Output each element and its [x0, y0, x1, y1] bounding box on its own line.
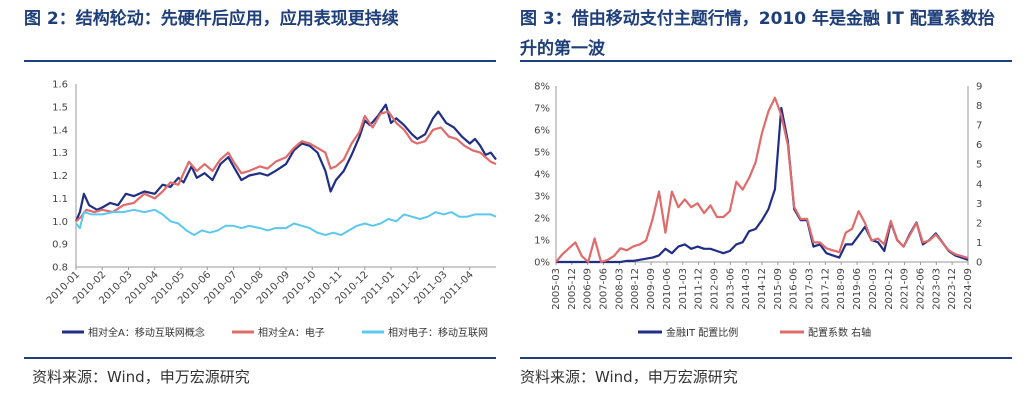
x-tick-label: 2005-12 — [567, 268, 578, 310]
x-tick-label: 2008-12 — [630, 268, 641, 310]
left-y-tick-label: 7% — [534, 104, 550, 115]
x-tick-label: 2006-09 — [583, 268, 594, 310]
figure-2-source: 资料来源：Wind，申万宏源研究 — [32, 368, 250, 386]
right-y-tick-label: 8 — [976, 101, 982, 112]
left-y-tick-label: 4% — [534, 170, 550, 181]
left-y-tick-label: 3% — [534, 192, 550, 203]
x-tick-label: 2020-12 — [884, 268, 895, 310]
x-tick-label: 2014-03 — [741, 268, 752, 310]
x-tick-label: 2020-03 — [868, 268, 879, 310]
x-tick-label: 2011-03 — [678, 268, 689, 310]
x-tick-label: 2008-03 — [614, 268, 625, 310]
x-tick-label: 2007-06 — [599, 268, 610, 310]
y-tick-label: 1.0 — [52, 217, 68, 228]
left-y-tick-label: 6% — [534, 126, 550, 137]
y-tick-label: 1.6 — [52, 80, 68, 91]
right-y-tick-label: 7 — [976, 121, 982, 132]
x-tick-label: 2016-06 — [789, 268, 800, 310]
figure-2-bottom-rule — [24, 357, 496, 359]
x-tick-label: 2015-09 — [773, 268, 784, 310]
x-tick-label: 2012-09 — [709, 268, 720, 310]
x-tick-label: 2019-06 — [852, 268, 863, 310]
y-tick-label: 1.4 — [52, 125, 68, 136]
x-tick-label: 2017-03 — [805, 268, 816, 310]
right-y-tick-label: 0 — [976, 258, 982, 269]
figure-3-title: 图 3：借由移动支付主题行情，2010 年是金融 IT 配置系数抬升的第一波 — [520, 9, 995, 59]
right-y-tick-label: 4 — [976, 179, 982, 190]
figure-2-panel: 图 2：结构轮动：先硬件后应用，应用表现更持续 0.8 0.9 1.0 1.1 1.2 1… — [0, 0, 500, 408]
series-line-2 — [75, 110, 497, 223]
y-tick-label: 1.5 — [52, 102, 68, 113]
x-tick-label: 2009-09 — [646, 268, 657, 310]
legend-label-2: 相对全A：电子 — [258, 326, 325, 339]
series-line-3 — [75, 208, 497, 236]
figure-3-bottom-rule — [520, 357, 1012, 359]
figure-3-dual-axis-line-chart: 0% 1% 2% 3% 4% 5% 6% 7% 8% 0 1 2 3 4 5 6 7 8 9 2005-03 2005-… — [534, 82, 982, 340]
x-tick-label: 2023-03 — [931, 268, 942, 310]
series-line-1 — [74, 103, 497, 222]
right-y-tick-label: 1 — [976, 238, 982, 249]
figure-3-source: 资料来源：Wind，申万宏源研究 — [520, 368, 738, 386]
left-y-tick-label: 0% — [534, 258, 550, 269]
figure-3-panel: 图 3：借由移动支付主题行情，2010 年是金融 IT 配置系数抬升的第一波 0… — [512, 0, 1012, 408]
left-y-tick-label: 2% — [534, 214, 550, 225]
right-y-tick-label: 2 — [976, 218, 982, 229]
x-tick-label: 2005-03 — [551, 268, 562, 310]
x-tick-label: 2010-06 — [662, 268, 673, 310]
x-tick-label: 2013-06 — [725, 268, 736, 310]
left-y-tick-label: 1% — [534, 236, 550, 247]
y-tick-label: 1.3 — [52, 148, 68, 159]
right-y-tick-label: 3 — [976, 199, 982, 210]
x-tick-label: 2014-12 — [757, 268, 768, 310]
figure-2-top-rule — [24, 60, 496, 62]
x-tick-label: 2024-09 — [963, 268, 974, 310]
right-y-tick-label: 5 — [976, 160, 982, 171]
right-y-tick-label: 9 — [976, 82, 982, 93]
x-tick-label: 2011-12 — [694, 268, 705, 310]
x-tick-label: 2023-12 — [947, 268, 958, 310]
y-tick-label: 0.8 — [52, 263, 68, 274]
y-tick-label: 0.9 — [52, 240, 68, 251]
legend-label-2: 配置系数 右轴 — [808, 326, 871, 339]
x-tick-label: 2018-09 — [836, 268, 847, 310]
x-tick-label: 2021-09 — [900, 268, 911, 310]
right-y-tick-label: 6 — [976, 140, 982, 151]
legend-label-3: 相对电子：移动互联网 — [388, 326, 488, 339]
legend-label-1: 金融IT 配置比例 — [666, 326, 738, 339]
y-tick-label: 1.1 — [52, 194, 68, 205]
x-tick-label: 2017-12 — [820, 268, 831, 310]
x-tick-label: 2022-06 — [915, 268, 926, 310]
legend-label-1: 相对全A：移动互联网概念 — [88, 326, 205, 339]
figure-2-title: 图 2：结构轮动：先硬件后应用，应用表现更持续 — [24, 9, 399, 29]
series-line-2 — [555, 96, 969, 264]
figure-2-line-chart: 0.80.91.01.11.21.31.41.51.62010-012010-0… — [45, 80, 497, 339]
figure-3-top-rule — [520, 60, 1012, 62]
left-y-tick-label: 8% — [534, 82, 550, 93]
left-y-tick-label: 5% — [534, 148, 550, 159]
y-tick-label: 1.2 — [52, 171, 68, 182]
